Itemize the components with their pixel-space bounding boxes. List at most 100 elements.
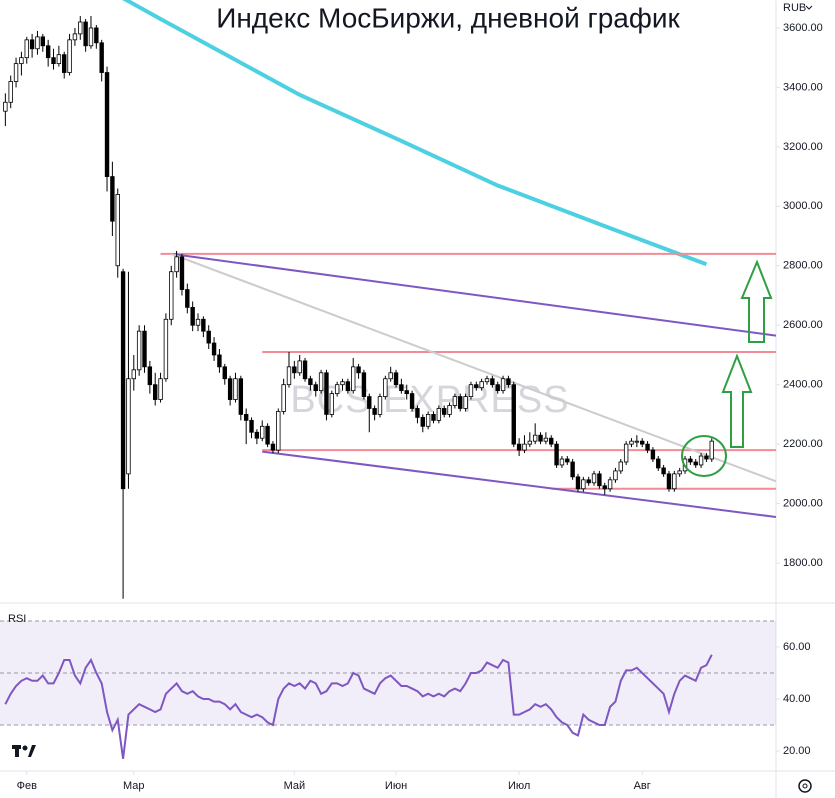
candle-body: [324, 372, 329, 415]
arrow-up: [740, 259, 773, 343]
candle-body: [361, 372, 367, 397]
y-tick-label: 3400.00: [783, 81, 823, 93]
candle-body: [131, 369, 136, 380]
candle-body: [35, 36, 40, 50]
candle-body: [458, 396, 463, 409]
candle-body: [302, 360, 308, 380]
candle-body: [506, 378, 511, 386]
candle-body: [602, 485, 607, 490]
candle-body: [613, 470, 618, 481]
x-tick-label: Май: [284, 780, 306, 792]
candle-body: [709, 440, 714, 460]
candle-body: [372, 408, 377, 415]
candle-body: [334, 384, 340, 395]
candle-body: [570, 461, 575, 478]
candle-body: [393, 372, 399, 386]
candle-body: [40, 36, 46, 47]
candle-body: [474, 384, 479, 389]
candle-body: [666, 473, 672, 490]
candle-body: [72, 33, 78, 41]
candle-body: [516, 443, 522, 451]
candle-body: [532, 434, 538, 442]
candle-body: [158, 378, 163, 400]
candle-body: [286, 366, 292, 386]
candle-body: [201, 318, 206, 332]
y-tick-label: 3000.00: [783, 200, 823, 212]
candle-body: [83, 21, 88, 47]
currency-chevron[interactable]: [805, 5, 813, 10]
candle-body: [185, 289, 190, 308]
x-tick-label: Авг: [634, 780, 651, 792]
trend-line: [170, 252, 776, 483]
candle-body: [152, 384, 158, 400]
candle-body: [704, 455, 709, 460]
candle-body: [174, 256, 179, 273]
candle-body: [441, 408, 447, 415]
candle-body: [404, 390, 409, 395]
candle-body: [623, 443, 629, 463]
candle-body: [543, 437, 549, 442]
candle-body: [206, 330, 211, 344]
candle-body: [511, 384, 516, 445]
candle-body: [270, 443, 276, 451]
arrow-up: [721, 353, 753, 448]
annotations: [681, 259, 773, 477]
candle-body: [447, 405, 452, 415]
candle-body: [8, 81, 13, 103]
candle-body: [425, 414, 431, 427]
settings-icon[interactable]: [798, 779, 812, 793]
candle-body: [78, 21, 83, 35]
candle-body: [217, 354, 222, 368]
candle-body: [254, 431, 260, 439]
y-tick-label: 3600.00: [783, 22, 823, 34]
candle-body: [249, 419, 254, 433]
currency: RUB: [783, 2, 806, 14]
candle-body: [377, 396, 383, 415]
candle-body: [340, 381, 345, 386]
trend-line: [262, 450, 776, 518]
candle-body: [698, 455, 704, 466]
candle-body: [126, 378, 131, 475]
candle-body: [500, 378, 506, 392]
candle-body: [292, 366, 297, 374]
rsi-line: [4, 654, 713, 759]
candle-body: [436, 408, 442, 421]
candle-body: [672, 473, 677, 490]
candle-body: [538, 434, 543, 442]
candle-body: [688, 458, 693, 463]
candle-body: [227, 378, 233, 400]
candle-body: [383, 378, 388, 397]
candle-body: [640, 440, 645, 445]
candle-body: [29, 39, 35, 50]
candle-body: [586, 479, 591, 484]
rsi-pane: [0, 620, 776, 759]
candle-body: [45, 45, 51, 59]
candle-body: [549, 437, 554, 445]
candle-body: [211, 342, 217, 356]
candle-body: [238, 378, 244, 415]
y-tick-label: 2600.00: [783, 319, 823, 331]
y-tick-label: 3200.00: [783, 141, 823, 153]
candle-body: [409, 393, 415, 409]
y-tick-label: 20.00: [783, 745, 811, 757]
candle-body: [693, 461, 698, 466]
candle-body: [629, 440, 634, 445]
candle-body: [110, 176, 115, 222]
x-tick-label: Фев: [17, 780, 37, 792]
candle-body: [495, 384, 500, 392]
candle-body: [554, 443, 559, 466]
tv-logo: [12, 745, 36, 757]
candle-body: [297, 360, 302, 374]
y-tick-label: 2800.00: [783, 260, 823, 272]
candle-body: [94, 27, 99, 44]
candle-body: [388, 372, 393, 380]
candle-body: [147, 366, 153, 386]
y-tick-label: 1800.00: [783, 557, 823, 569]
candle-body: [88, 27, 94, 47]
candle-body: [575, 476, 581, 490]
x-tick-label: Июн: [385, 780, 407, 792]
candle-body: [661, 467, 666, 475]
candle-body: [463, 396, 468, 409]
